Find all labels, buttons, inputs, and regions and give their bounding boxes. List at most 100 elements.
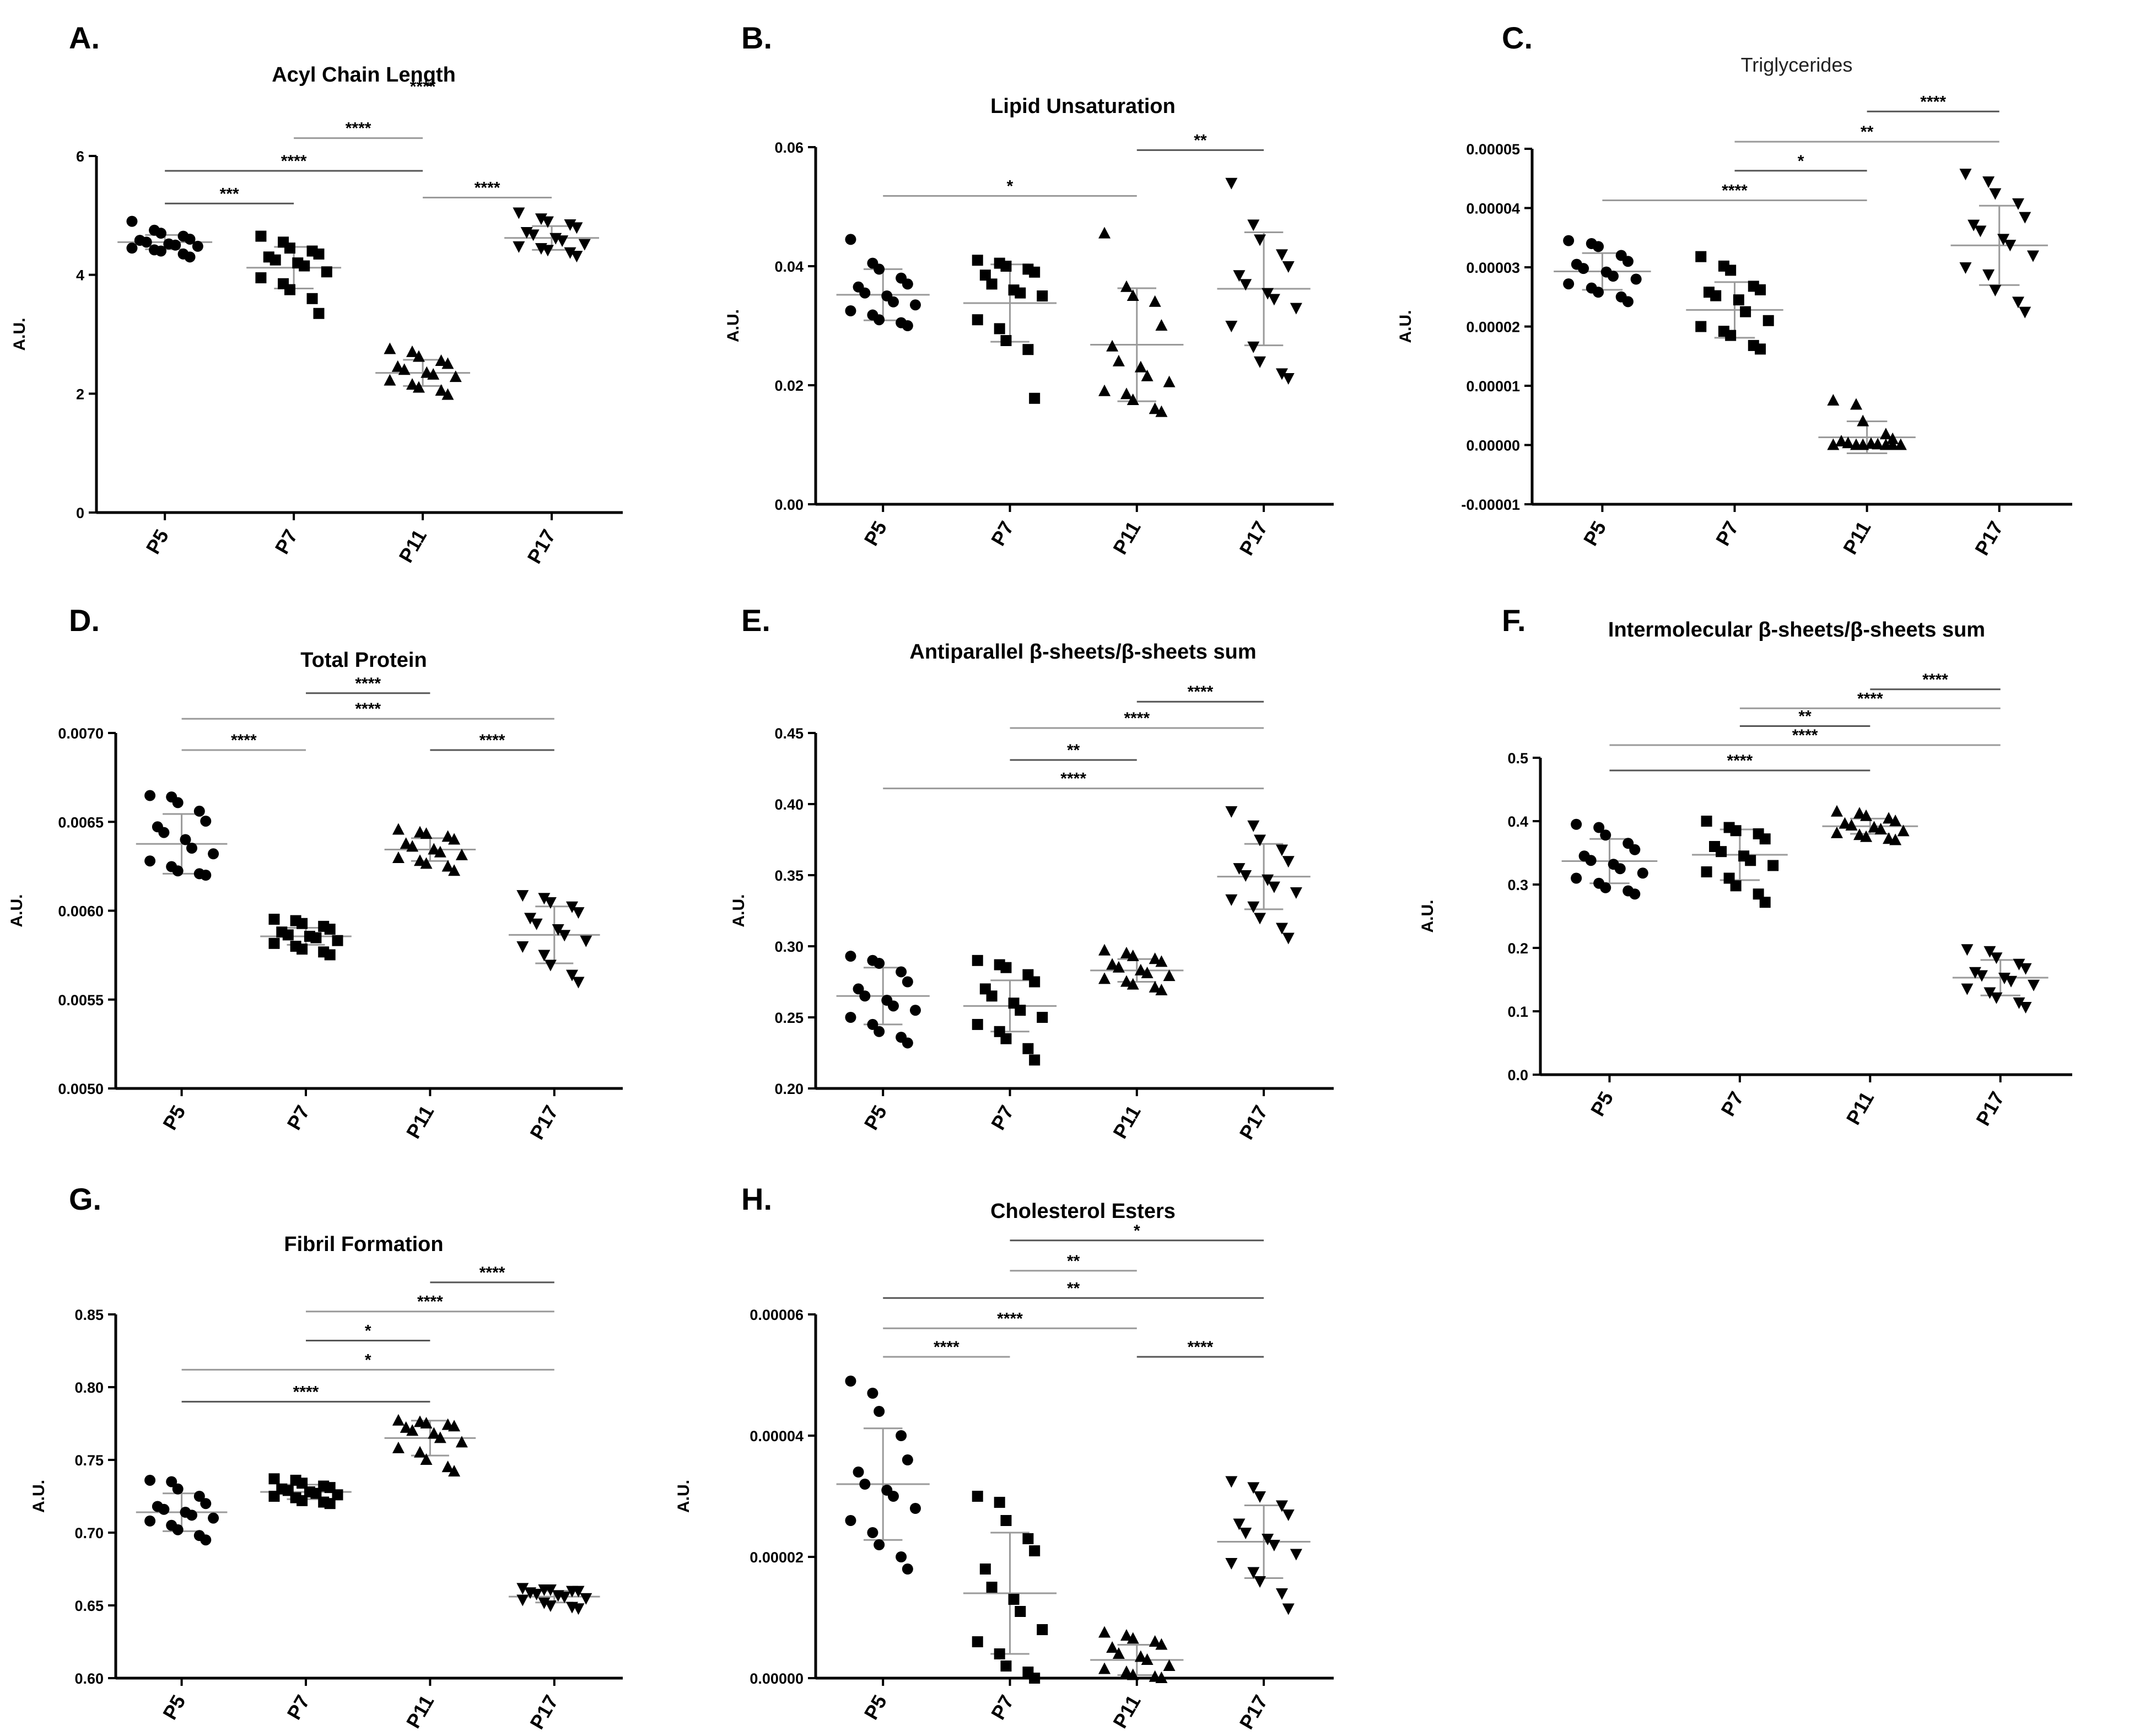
significance-label: *** <box>220 185 239 203</box>
y-tick-label: -0.00001 <box>1461 497 1520 513</box>
data-point <box>1163 1659 1176 1671</box>
data-point <box>1015 1606 1026 1617</box>
data-point <box>909 299 921 311</box>
data-point <box>2012 198 2024 210</box>
significance-label: ** <box>1861 123 1874 141</box>
data-point <box>1695 321 1707 332</box>
data-point <box>1149 402 1161 414</box>
significance-label: **** <box>355 675 381 693</box>
data-point <box>406 345 418 357</box>
data-point <box>170 239 181 251</box>
y-tick-label: 0.00002 <box>750 1549 804 1566</box>
data-point <box>255 272 267 284</box>
data-point <box>527 229 540 241</box>
data-point <box>1247 1482 1260 1494</box>
data-point <box>1571 872 1582 884</box>
y-tick-label: 0.25 <box>774 1010 804 1026</box>
data-point <box>1276 923 1288 935</box>
data-point <box>441 357 454 369</box>
data-point <box>1629 844 1641 855</box>
significance-label: **** <box>293 1383 319 1401</box>
data-point <box>867 1018 878 1030</box>
data-point <box>874 957 885 969</box>
data-point <box>158 827 170 838</box>
chart-title: Triglycerides <box>1741 53 1853 76</box>
significance-label: **** <box>346 120 371 138</box>
y-tick-label: 0.35 <box>774 867 804 884</box>
data-point <box>572 1586 585 1598</box>
y-tick-label: 0.00 <box>774 497 804 513</box>
data-point <box>208 1512 219 1524</box>
data-point <box>428 1427 440 1439</box>
data-point <box>420 857 433 869</box>
data-point <box>874 1026 885 1037</box>
y-axis-label: A.U. <box>8 894 26 928</box>
data-point <box>1247 1567 1260 1579</box>
x-tick-label: P17 <box>1971 1088 2009 1130</box>
data-point <box>193 805 205 817</box>
y-tick-label: 0.00000 <box>1466 438 1520 454</box>
data-point <box>1262 1534 1274 1545</box>
data-point <box>1276 1588 1288 1600</box>
panel-label: C. <box>1502 20 1533 55</box>
data-point <box>172 1483 184 1495</box>
data-point <box>1600 829 1611 841</box>
data-point <box>1989 188 2002 200</box>
data-point <box>902 976 913 988</box>
panel-c: C. Triglycerides -0.00001 0.00000 0.00001 0.0… <box>1397 20 2072 559</box>
y-tick-label: 0.75 <box>74 1452 104 1469</box>
data-point <box>986 990 998 1002</box>
data-point <box>1233 863 1246 875</box>
data-point <box>1759 897 1771 908</box>
x-tick-label: P5 <box>158 1102 190 1134</box>
x-tick-label: P5 <box>142 526 174 558</box>
data-point <box>391 360 404 372</box>
data-point <box>572 977 585 989</box>
x-tick-label: P7 <box>987 517 1018 550</box>
data-point <box>972 314 983 326</box>
x-tick-label: P11 <box>402 1102 439 1142</box>
significance-label: **** <box>1792 726 1818 745</box>
data-point <box>570 251 583 263</box>
y-tick-label: 0.02 <box>774 378 804 394</box>
x-tick-label: P7 <box>282 1102 314 1134</box>
y-tick-label: 0.60 <box>74 1670 104 1687</box>
data-point <box>1282 1509 1295 1521</box>
y-axis-label: A.U. <box>10 318 29 351</box>
data-point <box>332 1489 343 1501</box>
data-point <box>2019 212 2031 224</box>
x-tick-label: P17 <box>1970 517 2008 559</box>
data-point <box>268 1491 280 1502</box>
data-point <box>435 354 448 366</box>
data-point <box>1608 271 1619 282</box>
data-point <box>979 269 991 281</box>
data-point <box>1268 294 1280 306</box>
data-point <box>1959 262 1972 274</box>
data-point <box>1578 263 1589 274</box>
data-point <box>516 890 529 902</box>
data-point <box>324 949 336 961</box>
y-tick-label: 0.4 <box>1507 813 1528 830</box>
data-point <box>538 950 551 962</box>
y-tick-label: 0.00005 <box>1466 141 1520 158</box>
data-point <box>1767 860 1779 871</box>
data-point <box>1853 807 1866 819</box>
data-point <box>516 1594 529 1606</box>
data-point <box>1282 1603 1295 1615</box>
data-point <box>544 897 557 909</box>
data-point <box>1029 392 1041 404</box>
x-tick-label: P17 <box>1235 1691 1272 1733</box>
data-point <box>186 842 197 854</box>
significance-label: **** <box>1188 1338 1214 1356</box>
data-point <box>853 1467 864 1478</box>
data-point <box>1886 438 1899 450</box>
data-point <box>1622 296 1634 308</box>
y-axis-label: A.U. <box>730 894 748 928</box>
data-point <box>1629 888 1641 900</box>
data-point <box>1120 1629 1133 1641</box>
data-point <box>200 1534 212 1546</box>
data-point <box>434 845 446 858</box>
data-point <box>406 840 419 852</box>
data-point <box>1000 335 1012 346</box>
data-point <box>845 1515 856 1526</box>
